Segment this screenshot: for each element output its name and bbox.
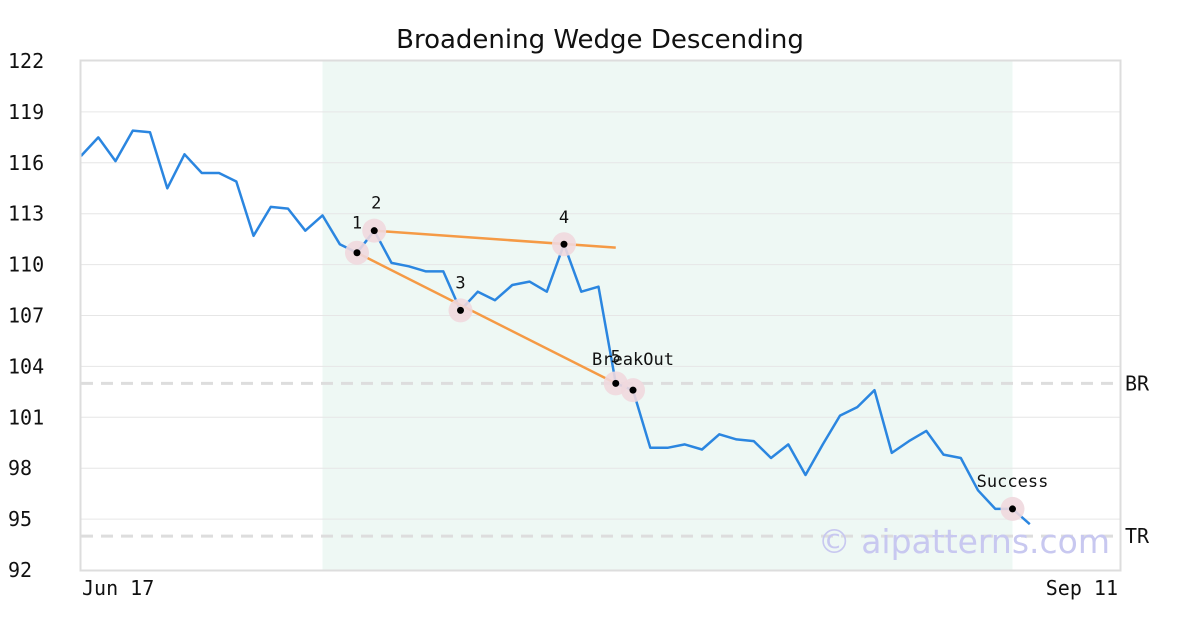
y-tick-label: 110 — [8, 253, 44, 277]
y-tick-label: 122 — [8, 49, 44, 73]
point-4-label: 4 — [559, 208, 569, 228]
y-tick-label: 116 — [8, 151, 44, 175]
y-tick-label: 113 — [8, 202, 44, 226]
point-2-marker — [370, 227, 378, 235]
y-tick-label: 95 — [8, 507, 32, 531]
point-5-label: 5 — [611, 347, 621, 367]
series-layer — [80, 129, 1031, 526]
y-tick-label: 107 — [8, 304, 44, 328]
y-axis: 122 119 116 113 110 107 104 101 98 95 92 — [8, 49, 44, 582]
point-5-marker — [612, 379, 620, 387]
y-tick-label: 92 — [8, 558, 32, 582]
point-success-marker — [1009, 505, 1016, 513]
point-breakout-marker — [629, 386, 637, 394]
level-label-tr: TR — [1125, 524, 1150, 548]
point-breakout-label: BreakOut — [592, 350, 674, 370]
price-series-line — [80, 129, 1031, 526]
y-tick-label: 101 — [8, 405, 44, 429]
point-1-marker — [353, 249, 361, 257]
x-axis: Jun 17 Sep 11 — [82, 576, 1118, 600]
lower-trendline — [356, 251, 617, 385]
plot-frame — [79, 59, 1122, 572]
level-layer: BR TR — [81, 371, 1150, 548]
point-3-marker — [457, 306, 464, 314]
y-tick-label: 104 — [8, 354, 44, 378]
point-2-label: 2 — [371, 194, 381, 214]
y-tick-label: 98 — [8, 456, 32, 480]
chart-title: Broadening Wedge Descending — [396, 25, 804, 55]
watermark: © aipatterns.com — [818, 522, 1110, 561]
level-label-br: BR — [1125, 371, 1150, 395]
point-success-label: Success — [977, 472, 1049, 492]
x-tick-label: Sep 11 — [1046, 576, 1118, 600]
point-4-marker — [560, 240, 568, 248]
point-1-label: 1 — [352, 214, 362, 234]
y-tick-label: 119 — [8, 100, 44, 124]
point-3-label: 3 — [455, 273, 465, 293]
x-tick-label: Jun 17 — [82, 576, 154, 600]
